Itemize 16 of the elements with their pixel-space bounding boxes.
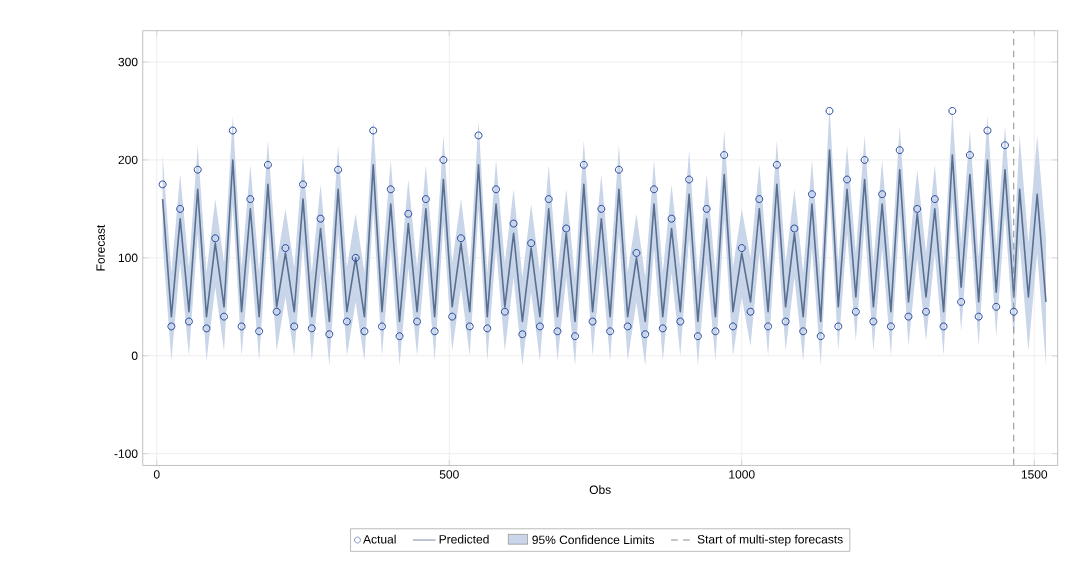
legend-label: Start of multi-step forecasts (697, 534, 843, 546)
y-tick-label: 300 (118, 57, 138, 67)
legend-label: Actual (363, 534, 396, 544)
legend-label: Predicted (439, 534, 489, 544)
x-axis-title: Obs (589, 485, 611, 494)
y-tick-label: -100 (114, 449, 138, 458)
x-tick-label: 1500 (1021, 470, 1048, 479)
y-tick-label: 200 (118, 155, 138, 165)
y-axis-title: Forecast (96, 224, 105, 271)
y-tick-label: 0 (131, 351, 138, 360)
x-tick-label: 500 (439, 470, 459, 479)
x-tick-label: 0 (153, 470, 160, 479)
x-tick-label: 1000 (729, 470, 755, 479)
y-tick-label: 100 (118, 253, 138, 263)
line-series (161, 149, 1047, 323)
text: 95% Confidence Limits (532, 535, 655, 545)
